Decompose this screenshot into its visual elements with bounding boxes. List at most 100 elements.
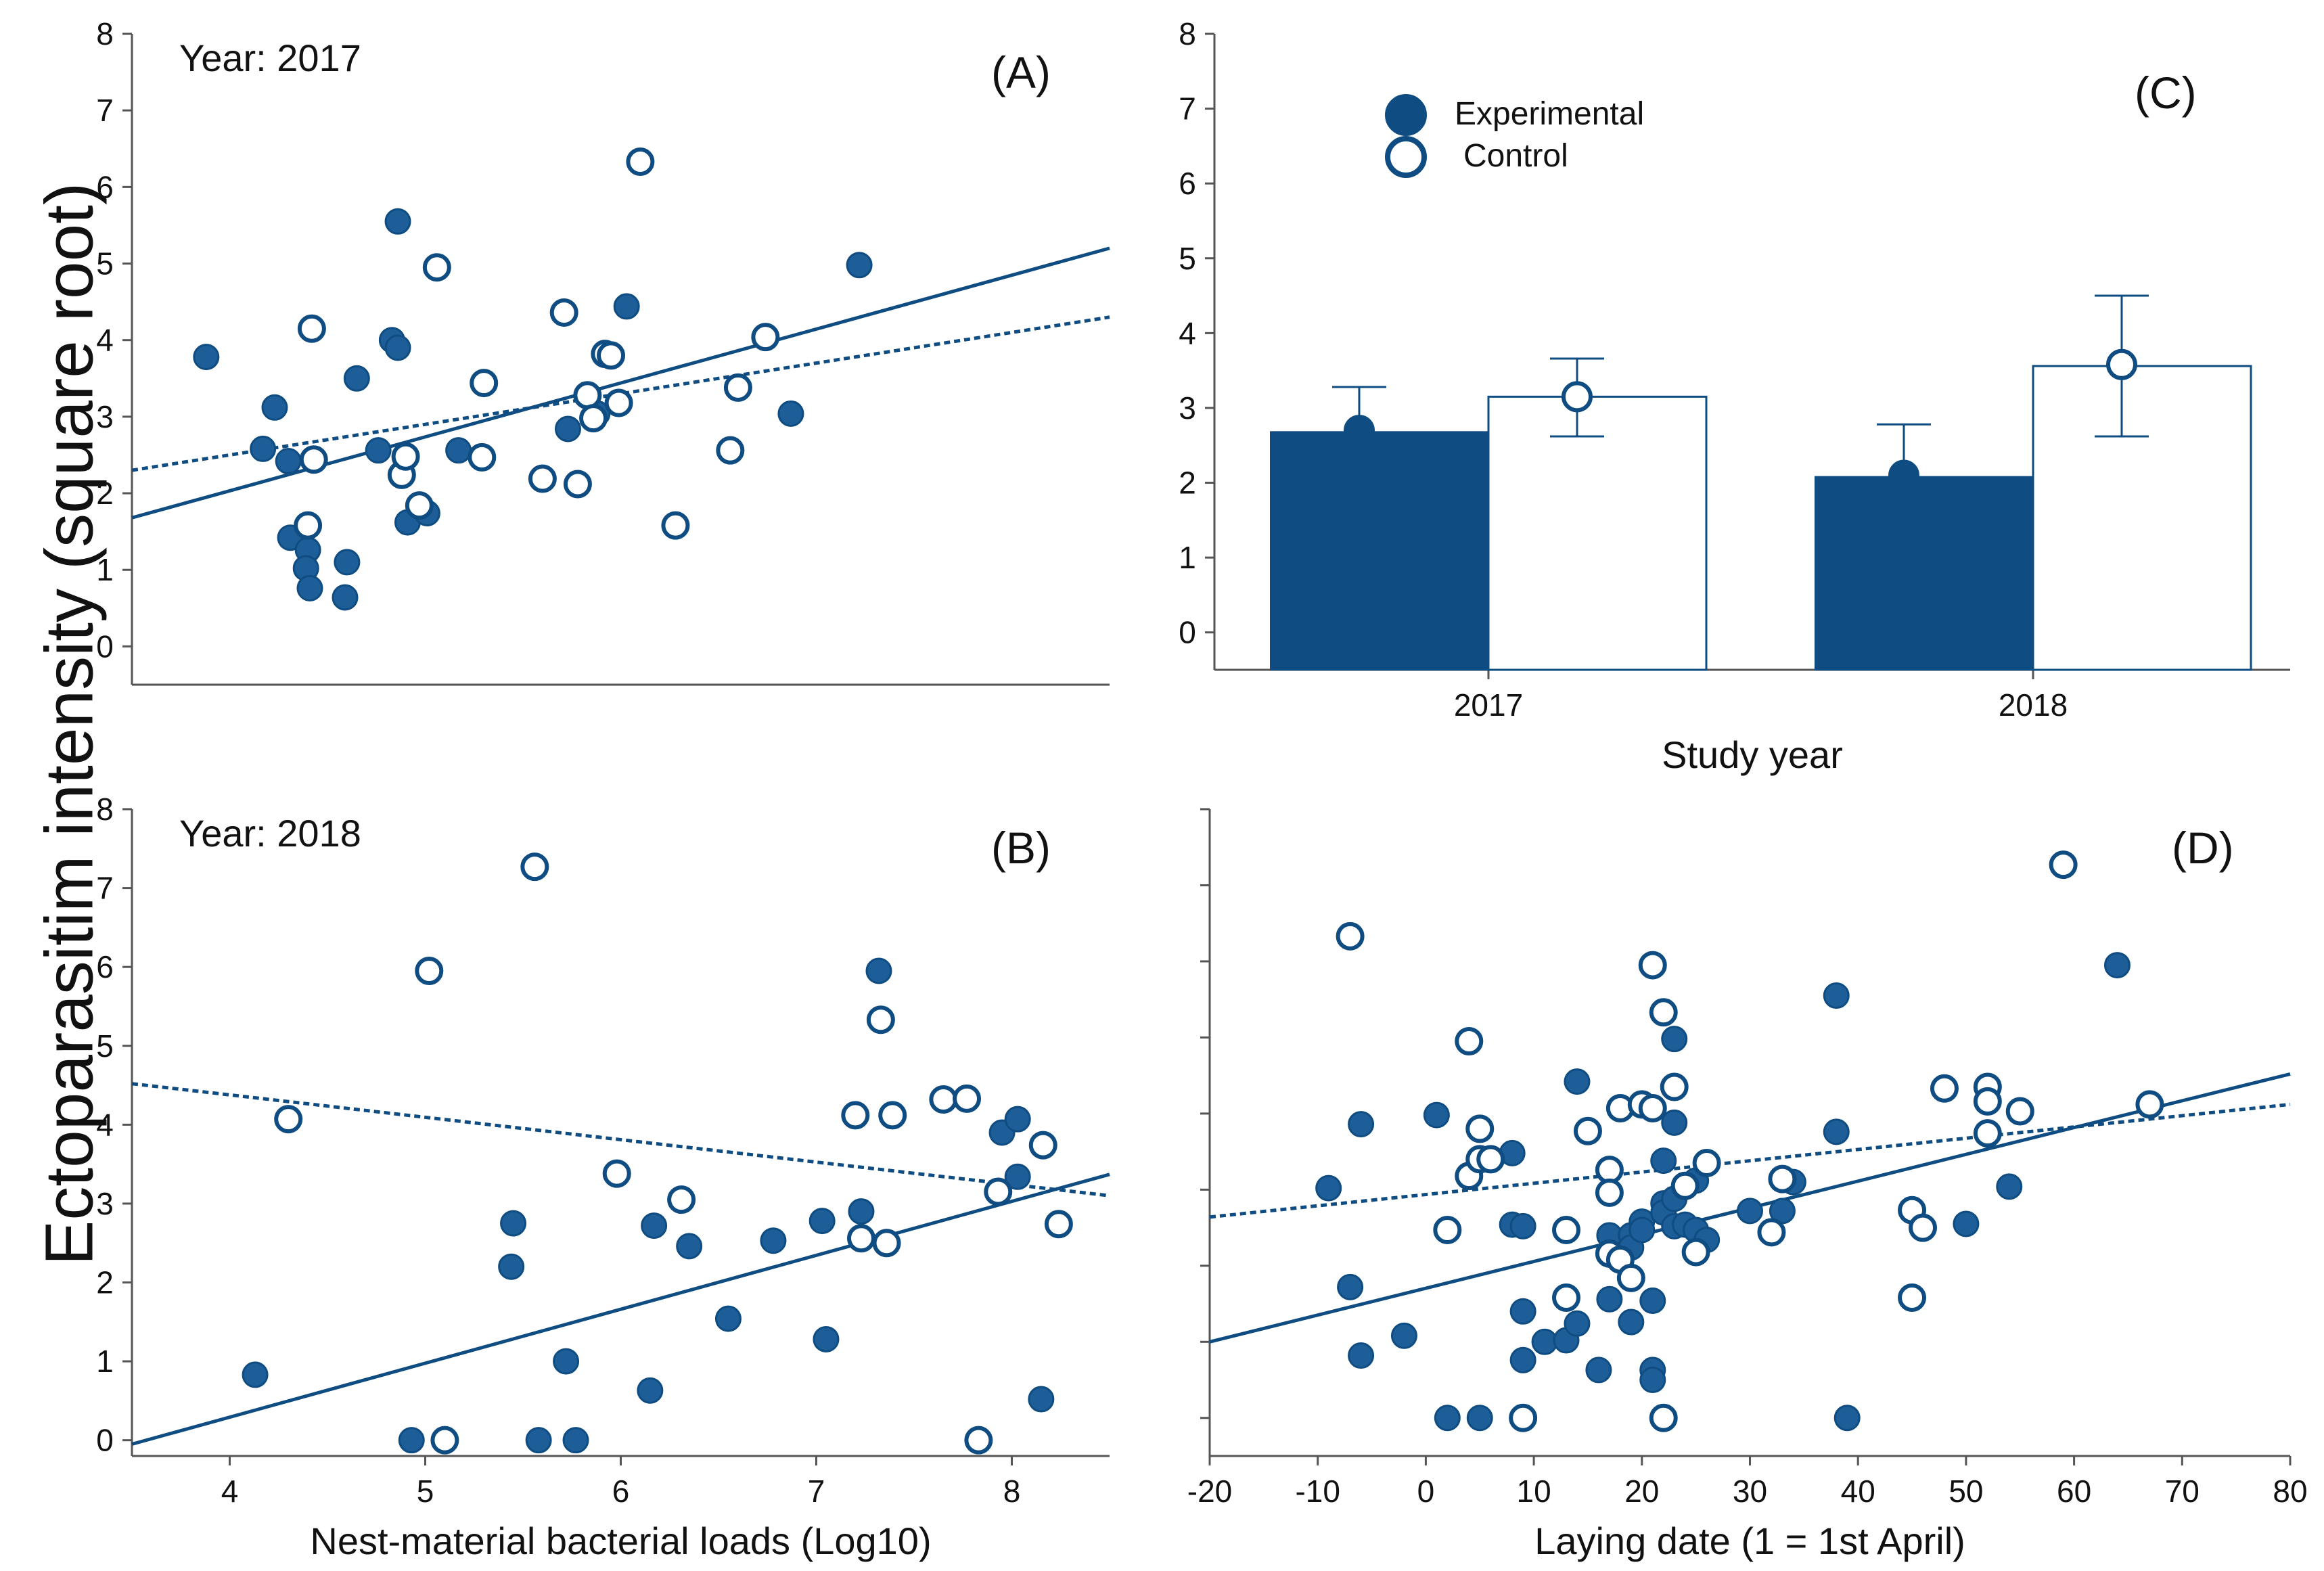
experimental-point <box>1564 1068 1591 1095</box>
control-point <box>1670 1171 1700 1200</box>
experimental-point <box>760 1227 787 1254</box>
experimental-point <box>1585 1357 1612 1384</box>
experimental-point <box>1348 1111 1375 1138</box>
experimental-point <box>1596 1285 1623 1313</box>
control-point <box>964 1426 993 1455</box>
y-tick-label: 0 <box>96 1423 114 1458</box>
experimental-point <box>676 1233 703 1260</box>
control-point <box>2135 1090 2164 1119</box>
control-point <box>294 511 323 540</box>
control-point <box>1649 998 1678 1027</box>
control-point <box>405 491 434 520</box>
panel-label: (C) <box>2135 68 2197 118</box>
experimental-fit-line <box>131 246 1110 520</box>
experimental-point <box>1337 1273 1364 1300</box>
y-tick-label: 2 <box>96 1265 114 1300</box>
experimental-point <box>1618 1308 1645 1336</box>
y-tick-label: 1 <box>96 1344 114 1379</box>
y-tick-label: 0 <box>1179 615 1196 650</box>
experimental-point <box>1650 1147 1677 1175</box>
control-point <box>1909 1213 1938 1242</box>
control-point <box>751 323 780 352</box>
x-tick-label: -10 <box>1295 1474 1340 1509</box>
y-tick-label: 3 <box>96 399 114 434</box>
experimental-point <box>865 957 892 984</box>
x-tick-label: 20 <box>1624 1474 1659 1509</box>
y-tick-label: 6 <box>96 169 114 204</box>
y-tick-label: 5 <box>96 1028 114 1064</box>
y-tick-label: 6 <box>1179 166 1196 201</box>
control-point <box>430 1426 459 1455</box>
control-point <box>597 341 626 370</box>
y-tick-label: 2 <box>1179 465 1196 501</box>
control-point <box>1433 1215 1462 1244</box>
x-tick-label: 50 <box>1949 1474 1983 1509</box>
experimental-fit-line <box>131 1172 1110 1446</box>
x-tick-label: 80 <box>2273 1474 2307 1509</box>
control-point <box>274 1105 303 1134</box>
y-tick-label: 5 <box>1179 241 1196 276</box>
y-tick-label: 8 <box>1179 16 1196 51</box>
x-axis-title: Laying date (1 = 1st April) <box>1534 1520 1965 1562</box>
control-point <box>1465 1114 1495 1143</box>
experimental-bar <box>1815 476 2034 671</box>
control-point <box>528 464 557 493</box>
control-point <box>297 314 326 343</box>
experimental-point <box>1996 1173 2023 1200</box>
control-bar <box>2032 365 2252 671</box>
control-point <box>1973 1087 2002 1116</box>
control-point <box>929 1085 958 1114</box>
experimental-point <box>1390 1322 1417 1349</box>
control-point <box>841 1101 870 1130</box>
experimental-point <box>1466 1405 1493 1432</box>
y-tick-label: 7 <box>96 871 114 906</box>
control-point <box>866 1005 895 1034</box>
control-point <box>1595 1156 1624 1185</box>
control-point <box>1476 1145 1505 1174</box>
experimental-point <box>1953 1210 1980 1237</box>
y-tick-label: 4 <box>96 1107 114 1142</box>
panel-c: 0 1 2 3 4 5 6 7 8 2017 2018 Experimental Control (C) S… <box>1179 16 2290 776</box>
control-point <box>1552 1215 1581 1244</box>
control-mean-marker <box>1562 381 1593 413</box>
panel-b: 0 1 2 3 4 5 6 7 8 4 5 6 7 8 (B) Year: 2018 Nest-material… <box>96 792 1110 1562</box>
experimental-point <box>498 1253 525 1280</box>
y-tick-label: 3 <box>96 1186 114 1221</box>
experimental-point <box>1423 1101 1450 1129</box>
control-point <box>723 373 752 402</box>
experimental-point <box>1823 1118 1850 1145</box>
y-axis-title-group: Ectoparasitim intensity (square root) <box>31 183 107 1266</box>
experimental-point <box>554 415 581 442</box>
experimental-point <box>1028 1386 1055 1413</box>
experimental-point <box>1661 1026 1688 1053</box>
experimental-point <box>334 549 361 576</box>
y-tick-label: 4 <box>96 323 114 358</box>
control-point <box>846 1224 875 1253</box>
experimental-point <box>641 1212 668 1239</box>
experimental-point <box>1823 982 1850 1009</box>
y-tick-label: 1 <box>1179 540 1196 575</box>
legend-experimental-label: Experimental <box>1455 96 1644 132</box>
y-tick-label: 8 <box>96 792 114 827</box>
control-fit-line <box>131 315 1110 472</box>
control-point <box>1898 1283 1927 1313</box>
experimental-point <box>343 365 370 392</box>
experimental-mean-marker <box>1888 459 1919 491</box>
control-point <box>667 1185 696 1214</box>
experimental-point <box>1661 1109 1688 1136</box>
experimental-point <box>846 252 873 279</box>
experimental-point <box>1639 1367 1666 1394</box>
legend-experimental-marker <box>1385 94 1427 136</box>
control-point <box>1552 1283 1581 1313</box>
experimental-point <box>1628 1216 1656 1244</box>
x-tick-label: -20 <box>1187 1474 1232 1509</box>
control-point <box>1044 1210 1073 1239</box>
control-point <box>470 369 499 398</box>
control-point <box>1757 1218 1786 1247</box>
experimental-point <box>1509 1346 1536 1373</box>
y-tick-label: 3 <box>1179 390 1196 426</box>
experimental-point <box>365 437 392 464</box>
panel-label: (D) <box>2172 823 2234 873</box>
year-annotation: Year: 2018 <box>179 812 361 855</box>
control-point <box>563 470 592 499</box>
